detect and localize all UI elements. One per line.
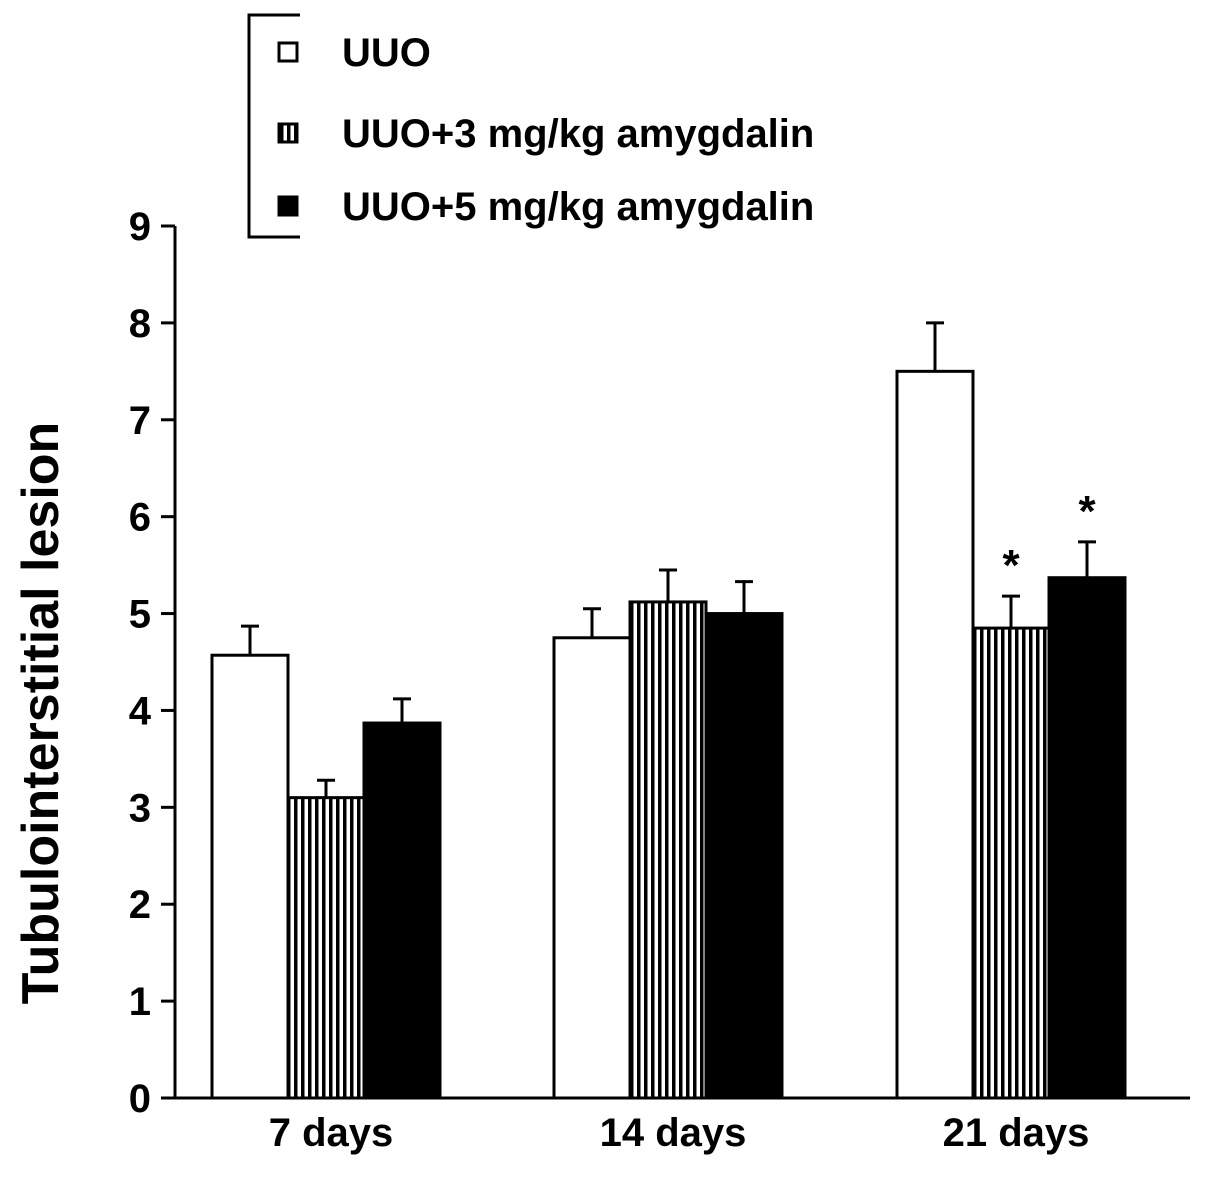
y-axis-label: Tubulointerstitial lesion bbox=[12, 422, 70, 1005]
y-tick-label: 1 bbox=[129, 980, 151, 1024]
legend-label: UUO bbox=[342, 31, 431, 75]
y-tick-label: 7 bbox=[129, 399, 151, 443]
legend-swatch bbox=[277, 41, 299, 63]
x-category-label: 21 days bbox=[943, 1111, 1090, 1155]
legend: UUO UUO+3 mg/kg amygdalin UUO+5 mg/kg amyg… bbox=[247, 13, 814, 239]
bar bbox=[628, 600, 708, 1100]
bar bbox=[286, 796, 366, 1100]
bar bbox=[552, 636, 632, 1100]
bar bbox=[971, 626, 1051, 1100]
bar bbox=[704, 612, 784, 1100]
x-axis: 7 days 14 days 21 days bbox=[175, 1096, 1190, 1155]
legend-swatch bbox=[277, 122, 299, 144]
y-tick-label: 6 bbox=[129, 496, 151, 540]
bar bbox=[895, 369, 975, 1100]
y-tick-label: 9 bbox=[129, 205, 151, 249]
y-axis: 0 1 2 3 4 5 6 7 8 9 bbox=[129, 205, 177, 1121]
y-tick-label: 8 bbox=[129, 302, 151, 346]
x-category-label: 14 days bbox=[600, 1111, 747, 1155]
legend-swatch bbox=[277, 195, 299, 217]
bar-group bbox=[552, 568, 784, 1100]
legend-bracket bbox=[247, 13, 300, 239]
significance-mark: * bbox=[1002, 541, 1020, 590]
bar bbox=[362, 721, 442, 1100]
legend-label: UUO+5 mg/kg amygdalin bbox=[342, 185, 814, 229]
y-tick-label: 2 bbox=[129, 883, 151, 927]
y-tick-label: 4 bbox=[129, 689, 152, 733]
significance-mark: * bbox=[1078, 487, 1096, 536]
y-tick-label: 0 bbox=[129, 1077, 151, 1121]
bar-group bbox=[210, 624, 442, 1100]
bar bbox=[1047, 576, 1127, 1100]
y-tick-label: 5 bbox=[129, 593, 151, 637]
legend-label: UUO+3 mg/kg amygdalin bbox=[342, 112, 814, 156]
bar bbox=[210, 653, 290, 1100]
x-category-label: 7 days bbox=[269, 1111, 394, 1155]
bar-group: ** bbox=[895, 321, 1127, 1100]
y-tick-label: 3 bbox=[129, 786, 151, 830]
bars: ** bbox=[210, 321, 1127, 1100]
